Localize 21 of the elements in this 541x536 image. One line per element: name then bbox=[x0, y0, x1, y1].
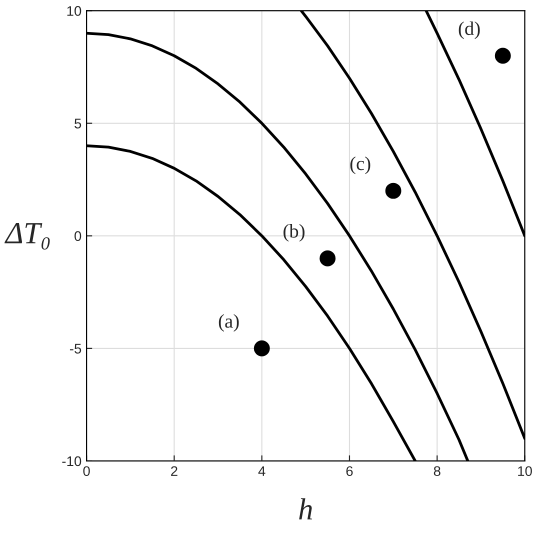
y-tick-label: 0 bbox=[74, 231, 82, 242]
y-tick-label: -5 bbox=[70, 344, 82, 354]
point bbox=[320, 250, 336, 266]
x-tick-label: 0 bbox=[83, 466, 90, 476]
point bbox=[385, 182, 402, 199]
annotation: (b) bbox=[284, 224, 304, 242]
y-axis-title: ΔT₀ bbox=[4, 223, 50, 250]
x-tick-label: 2 bbox=[171, 466, 178, 476]
annotation: (d) bbox=[458, 21, 480, 40]
x-tick-label: 4 bbox=[258, 466, 266, 476]
y-tick-label: 10 bbox=[67, 6, 82, 16]
y-tick-label: 5 bbox=[74, 118, 82, 128]
point bbox=[254, 340, 270, 356]
y-tick-label: -10 bbox=[62, 456, 82, 466]
x-tick-label: 10 bbox=[518, 466, 532, 476]
point bbox=[494, 48, 511, 64]
x-axis-title: h bbox=[299, 498, 312, 520]
x-tick-label: 6 bbox=[346, 466, 353, 476]
x-tick-label: 8 bbox=[434, 466, 440, 476]
annotation: (a) bbox=[218, 314, 239, 332]
annotation: (c) bbox=[350, 156, 370, 174]
